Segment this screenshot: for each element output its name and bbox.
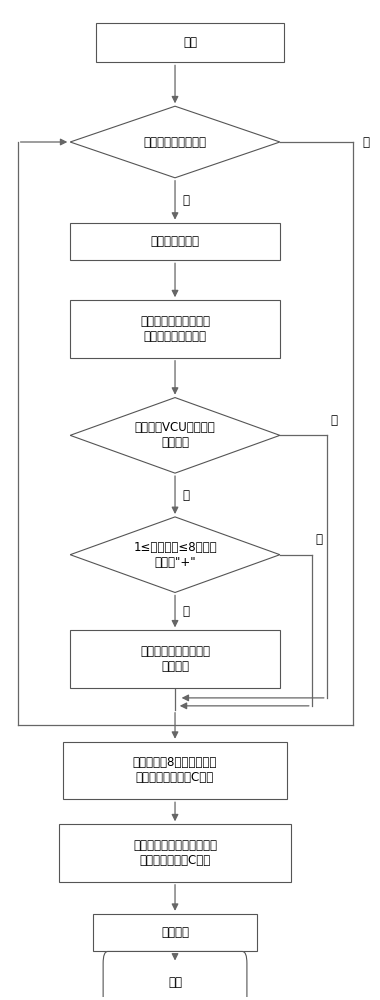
Text: 1≤信号长度≤8，同时
符号为"+": 1≤信号长度≤8，同时 符号为"+"	[133, 541, 217, 569]
Text: 查询到最后一个信号: 查询到最后一个信号	[144, 135, 206, 148]
Text: 结束: 结束	[168, 976, 182, 989]
Text: 开始: 开始	[183, 36, 197, 49]
Text: 按格式生成8位无符号类型
信号总数量定义的C代码: 按格式生成8位无符号类型 信号总数量定义的C代码	[133, 756, 217, 784]
FancyBboxPatch shape	[97, 23, 283, 62]
Polygon shape	[70, 106, 280, 178]
FancyBboxPatch shape	[70, 223, 280, 260]
Text: 按上诉相同的方法生成其他
类型信号定义的C代码: 按上诉相同的方法生成其他 类型信号定义的C代码	[133, 839, 217, 867]
Polygon shape	[70, 398, 280, 473]
FancyBboxPatch shape	[59, 824, 291, 882]
Text: 关闭文件: 关闭文件	[161, 926, 189, 939]
Text: 是: 是	[183, 605, 190, 618]
Polygon shape	[70, 517, 280, 592]
FancyBboxPatch shape	[93, 914, 257, 951]
Text: 是: 是	[362, 135, 369, 148]
FancyBboxPatch shape	[63, 742, 287, 799]
Text: 否: 否	[183, 194, 190, 207]
Text: 该信号为VCU发送或接
收的信号: 该信号为VCU发送或接 收的信号	[135, 421, 215, 449]
Text: 检查该信号对应的发送
控制器和接收控制器: 检查该信号对应的发送 控制器和接收控制器	[140, 315, 210, 343]
Text: 是: 是	[183, 489, 190, 502]
Text: 是: 是	[331, 414, 337, 427]
FancyBboxPatch shape	[103, 951, 247, 1000]
FancyBboxPatch shape	[70, 630, 280, 688]
Text: 按格式生成该信号定义
的源代码: 按格式生成该信号定义 的源代码	[140, 645, 210, 673]
FancyBboxPatch shape	[70, 300, 280, 358]
Text: 获取信号的长度: 获取信号的长度	[150, 235, 200, 248]
Text: 否: 否	[315, 533, 323, 546]
